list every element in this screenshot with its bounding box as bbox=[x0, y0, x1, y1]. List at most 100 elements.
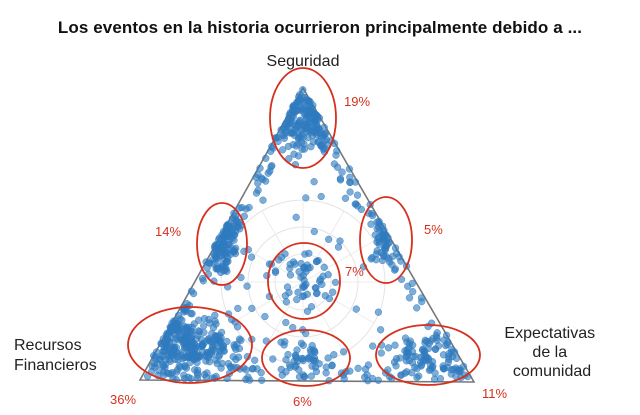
cluster-percent-label: 11% bbox=[482, 386, 507, 401]
data-point bbox=[290, 150, 298, 158]
data-point bbox=[310, 178, 318, 186]
data-point bbox=[230, 209, 238, 217]
data-point bbox=[188, 310, 196, 318]
data-point bbox=[186, 358, 194, 367]
data-point bbox=[256, 164, 264, 172]
data-point bbox=[341, 194, 350, 202]
data-point bbox=[188, 330, 196, 338]
data-point bbox=[373, 218, 381, 226]
data-point bbox=[215, 234, 224, 242]
data-point bbox=[392, 249, 401, 258]
data-point bbox=[297, 106, 305, 115]
data-point bbox=[325, 235, 333, 243]
data-point bbox=[282, 318, 290, 327]
data-point bbox=[279, 146, 287, 154]
data-point bbox=[307, 348, 315, 356]
data-point bbox=[189, 352, 197, 360]
data-point bbox=[346, 367, 354, 375]
data-point bbox=[313, 289, 321, 297]
data-point bbox=[190, 320, 198, 328]
data-point bbox=[258, 376, 266, 384]
data-point bbox=[330, 160, 339, 168]
data-point bbox=[374, 376, 382, 384]
data-point bbox=[183, 300, 191, 308]
vertex-label-right: Expectativas de la comunidad bbox=[504, 325, 599, 380]
data-point bbox=[229, 353, 237, 361]
data-point bbox=[316, 275, 325, 284]
data-point bbox=[352, 305, 360, 313]
vertex-label-top-line: Seguridad bbox=[267, 53, 340, 70]
data-point bbox=[217, 364, 225, 372]
data-point bbox=[294, 288, 302, 296]
data-point bbox=[172, 321, 181, 329]
data-point bbox=[361, 365, 370, 373]
data-point bbox=[220, 347, 228, 355]
data-point bbox=[285, 155, 293, 163]
data-point bbox=[248, 304, 256, 313]
data-point bbox=[328, 361, 336, 369]
data-point bbox=[282, 298, 291, 306]
data-point bbox=[338, 168, 346, 176]
data-point bbox=[375, 233, 383, 242]
data-point bbox=[300, 263, 309, 272]
data-point bbox=[418, 346, 427, 354]
data-point bbox=[222, 223, 231, 231]
data-point bbox=[293, 295, 301, 304]
data-point bbox=[194, 366, 202, 374]
data-point bbox=[459, 362, 468, 371]
data-point bbox=[181, 374, 189, 383]
data-point bbox=[293, 346, 301, 354]
cluster-ellipse bbox=[375, 324, 481, 386]
data-point bbox=[170, 343, 178, 351]
data-point bbox=[381, 246, 390, 254]
data-point bbox=[445, 350, 453, 358]
data-point bbox=[378, 222, 387, 230]
data-point bbox=[152, 348, 161, 356]
data-point bbox=[432, 331, 440, 340]
cluster-ellipse bbox=[269, 67, 337, 169]
cluster-percent-labels: 19% 36% 11% 14% 5% 6% 7% bbox=[110, 94, 507, 409]
data-point bbox=[291, 363, 299, 371]
data-point bbox=[222, 248, 230, 256]
data-point bbox=[216, 244, 224, 252]
vertex-label-top: Seguridad bbox=[267, 53, 340, 70]
data-point bbox=[274, 133, 282, 141]
data-point bbox=[339, 348, 348, 356]
data-point bbox=[262, 154, 270, 162]
data-point bbox=[292, 213, 300, 221]
data-point bbox=[235, 344, 244, 353]
data-point bbox=[254, 179, 262, 187]
data-point bbox=[384, 344, 393, 352]
data-point bbox=[261, 312, 269, 321]
data-point bbox=[281, 338, 289, 346]
data-point bbox=[300, 93, 309, 102]
data-point bbox=[330, 351, 338, 359]
cluster-percent-label: 19% bbox=[344, 94, 370, 109]
data-point bbox=[259, 196, 267, 204]
data-point bbox=[275, 256, 283, 264]
data-point bbox=[286, 271, 295, 279]
data-point bbox=[452, 354, 461, 363]
data-point bbox=[396, 354, 404, 362]
data-point bbox=[254, 186, 262, 194]
data-point bbox=[269, 355, 277, 363]
data-point bbox=[320, 263, 328, 271]
data-point bbox=[325, 294, 334, 303]
data-point bbox=[257, 174, 266, 182]
cluster-percent-label: 36% bbox=[110, 392, 136, 407]
data-point bbox=[391, 266, 399, 274]
data-point bbox=[312, 367, 321, 376]
data-point bbox=[247, 253, 256, 261]
data-point bbox=[361, 373, 369, 381]
data-point bbox=[295, 117, 304, 125]
data-point bbox=[372, 256, 380, 264]
data-point bbox=[289, 108, 298, 117]
data-point bbox=[219, 260, 227, 269]
data-point bbox=[289, 101, 298, 110]
data-point bbox=[164, 350, 172, 358]
cluster-ellipse bbox=[127, 306, 253, 384]
data-point bbox=[174, 311, 183, 320]
data-point bbox=[224, 359, 233, 368]
data-point bbox=[195, 342, 203, 351]
